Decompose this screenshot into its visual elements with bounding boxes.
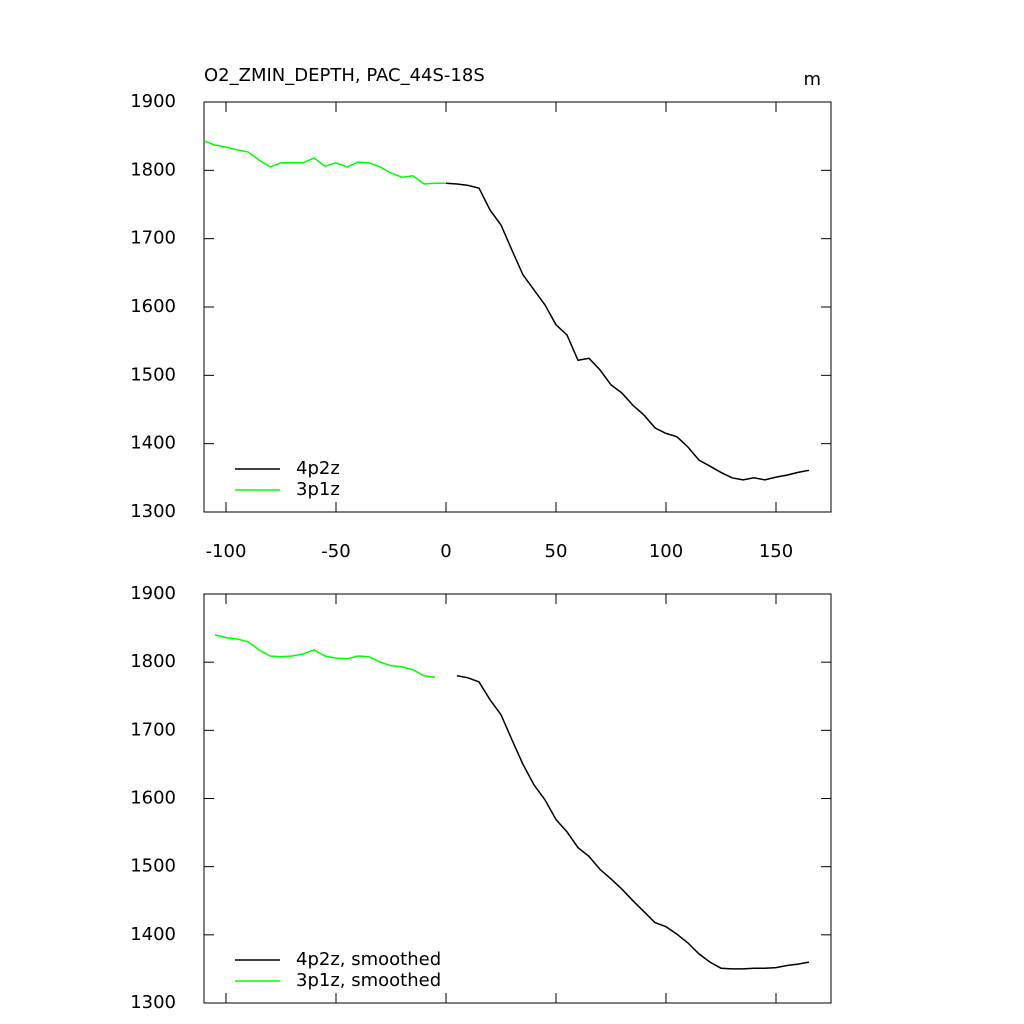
y-tick-label: 1600	[130, 296, 176, 317]
x-tick-label: 50	[545, 541, 568, 562]
x-tick-label: -100	[206, 541, 247, 562]
y-tick-label: 1600	[130, 788, 176, 809]
y-tick-label: 1700	[130, 228, 176, 249]
y-tick-label: 1800	[130, 159, 176, 180]
y-tick-label: 1500	[130, 364, 176, 385]
y-tick-label: 1900	[130, 91, 176, 112]
y-tick-label: 1900	[130, 583, 176, 604]
data-line	[203, 140, 446, 185]
y-tick-label: 1400	[130, 924, 176, 945]
data-line	[445, 182, 810, 481]
legend-label: 4p2z, smoothed	[296, 949, 441, 970]
legend-label: 3p1z	[296, 479, 340, 500]
units-label: m	[803, 69, 821, 90]
x-tick-label: 150	[759, 541, 793, 562]
y-tick-label: 1400	[130, 433, 176, 454]
data-line	[456, 675, 810, 970]
legend-label: 4p2z	[296, 458, 340, 479]
chart-title: O2_ZMIN_DEPTH, PAC_44S-18S	[204, 65, 485, 86]
y-tick-label: 1500	[130, 856, 176, 877]
data-line	[214, 634, 436, 678]
y-tick-label: 1300	[130, 992, 176, 1013]
y-tick-label: 1800	[130, 651, 176, 672]
x-tick-label: 100	[649, 541, 683, 562]
y-tick-label: 1700	[130, 719, 176, 740]
y-tick-label: 1300	[130, 501, 176, 522]
x-tick-label: -50	[321, 541, 350, 562]
x-tick-label: 0	[440, 541, 451, 562]
legend-label: 3p1z, smoothed	[296, 970, 441, 991]
